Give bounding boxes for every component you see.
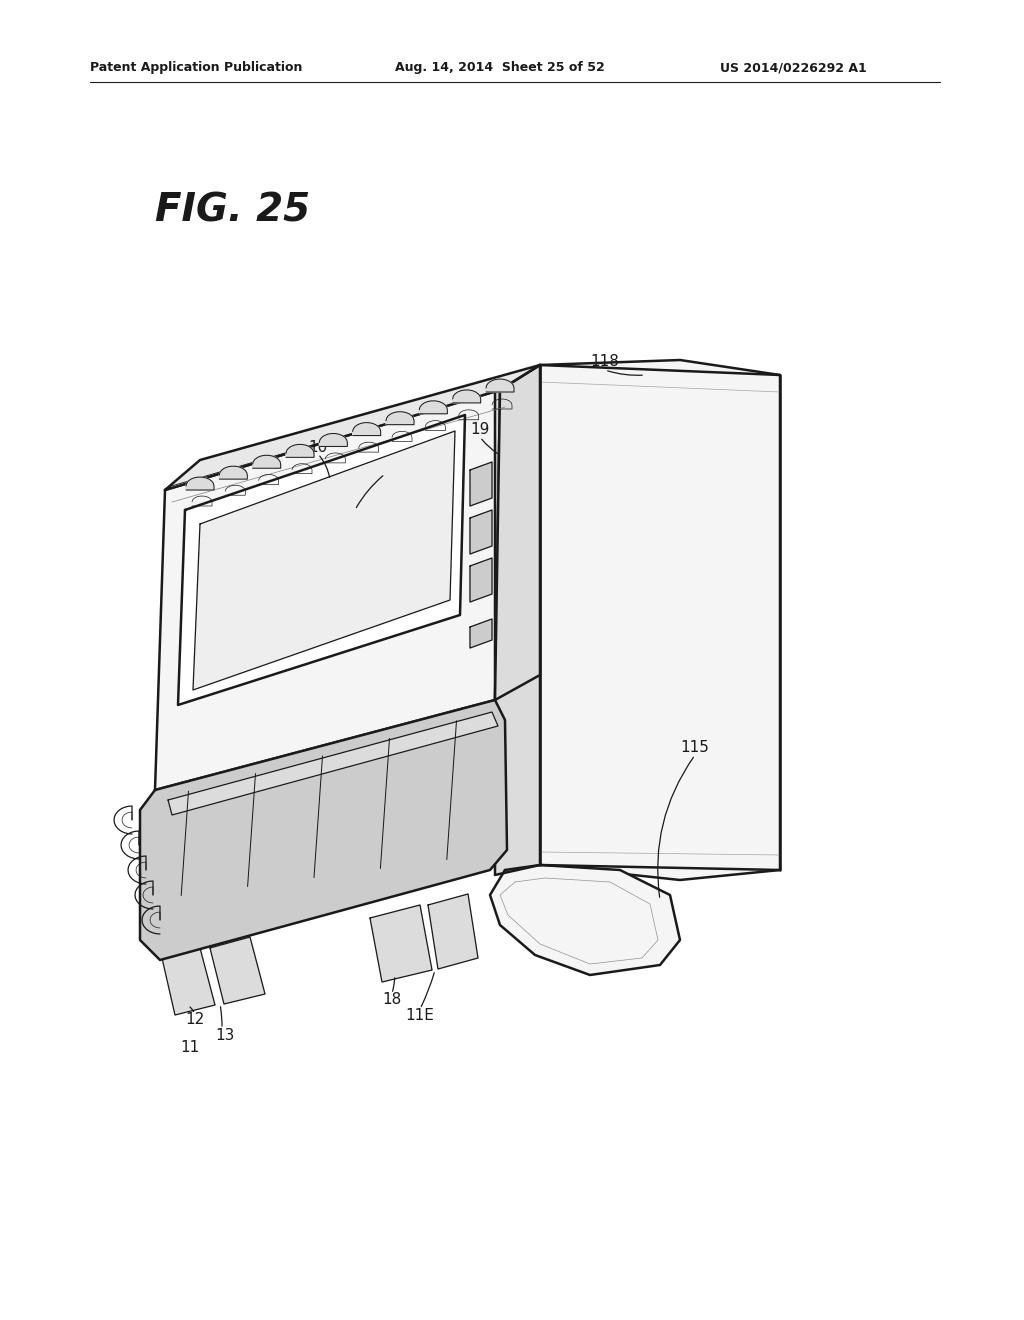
Text: 18: 18 <box>382 993 401 1007</box>
Polygon shape <box>470 462 492 506</box>
Polygon shape <box>486 379 514 392</box>
Polygon shape <box>155 389 500 789</box>
Text: Patent Application Publication: Patent Application Publication <box>90 62 302 74</box>
Text: FIG. 25: FIG. 25 <box>155 191 310 228</box>
Polygon shape <box>490 865 680 975</box>
Polygon shape <box>186 477 214 490</box>
Polygon shape <box>495 366 540 875</box>
Text: 11E: 11E <box>406 1007 434 1023</box>
Text: 13: 13 <box>215 1027 234 1043</box>
Polygon shape <box>253 455 281 469</box>
Polygon shape <box>352 422 381 436</box>
Polygon shape <box>453 389 480 403</box>
Text: 118: 118 <box>591 355 620 370</box>
Polygon shape <box>210 937 265 1005</box>
Polygon shape <box>420 401 447 413</box>
Text: 15: 15 <box>376 461 394 475</box>
Polygon shape <box>540 360 780 880</box>
Polygon shape <box>470 510 492 554</box>
Text: 12: 12 <box>185 1012 205 1027</box>
Polygon shape <box>162 948 215 1015</box>
Polygon shape <box>165 366 540 490</box>
Text: Aug. 14, 2014  Sheet 25 of 52: Aug. 14, 2014 Sheet 25 of 52 <box>395 62 605 74</box>
Polygon shape <box>319 433 347 446</box>
Polygon shape <box>470 558 492 602</box>
Polygon shape <box>495 366 540 700</box>
Polygon shape <box>286 445 314 457</box>
Text: 19: 19 <box>470 422 489 437</box>
Text: 10: 10 <box>308 441 328 455</box>
Polygon shape <box>386 412 414 425</box>
Polygon shape <box>168 711 498 814</box>
Text: US 2014/0226292 A1: US 2014/0226292 A1 <box>720 62 866 74</box>
Text: 11: 11 <box>180 1040 200 1056</box>
Polygon shape <box>178 414 465 705</box>
Polygon shape <box>193 432 455 690</box>
Text: 115: 115 <box>681 741 710 755</box>
Polygon shape <box>219 466 248 479</box>
Polygon shape <box>140 700 507 960</box>
Polygon shape <box>470 619 492 648</box>
Polygon shape <box>428 894 478 969</box>
Polygon shape <box>370 906 432 982</box>
